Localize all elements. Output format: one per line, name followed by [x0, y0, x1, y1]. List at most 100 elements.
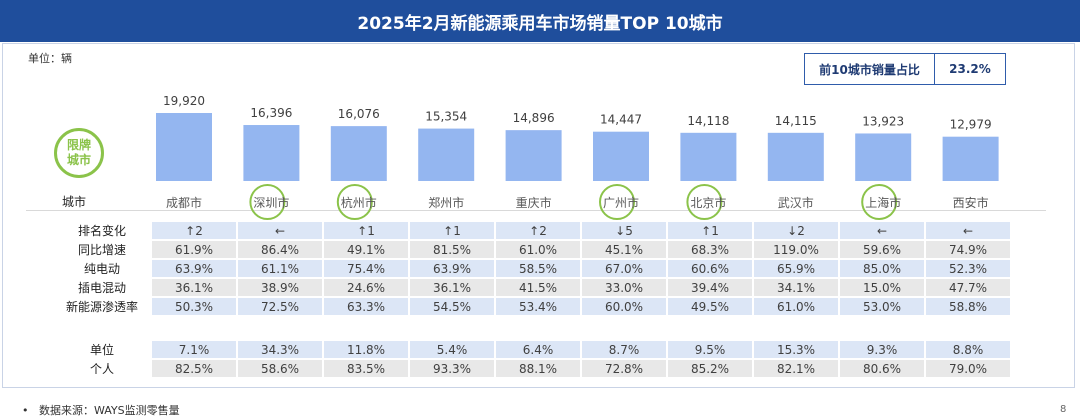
- bar-5: [593, 131, 649, 181]
- row-label: 插电混动: [77, 281, 126, 295]
- city-label: 上海市: [865, 195, 901, 210]
- table-row: 纯电动 63.9% 61.1% 75.4% 63.9% 58.5% 67.0% 60.6% 65…: [52, 260, 1012, 277]
- share-value: 23.2%: [949, 62, 991, 76]
- city-label: 深圳市: [253, 195, 289, 210]
- table-cell: 36.1%: [152, 279, 238, 296]
- table-cell: 47.7%: [926, 279, 1012, 296]
- table-cell: 72.5%: [238, 298, 324, 315]
- table-row: 单位 7.1% 34.3% 11.8% 5.4% 6.4% 8.7% 9.5% 15.3% 9.3…: [52, 341, 1012, 358]
- table-cell: 53.4%: [496, 298, 582, 315]
- restricted-city-marker: [599, 184, 635, 220]
- table-cell: 58.5%: [496, 260, 582, 277]
- table-cell: ↑1: [324, 222, 410, 239]
- table-cell: 63.3%: [324, 298, 410, 315]
- table-cell: 63.9%: [410, 260, 496, 277]
- row-label: 新能源渗透率: [65, 300, 138, 314]
- unit-label: 单位：辆: [28, 52, 72, 65]
- bar-7: [767, 132, 824, 181]
- table-cell: 9.5%: [668, 341, 754, 358]
- table-cell: 81.5%: [410, 241, 496, 258]
- table-cell: ↑1: [668, 222, 754, 239]
- table-cell: 86.4%: [238, 241, 324, 258]
- city-label: 成都市: [166, 195, 202, 210]
- table-cell: 85.2%: [668, 360, 754, 377]
- bar-value-label: 12,979: [950, 118, 992, 132]
- city-label: 北京市: [690, 195, 726, 210]
- restricted-city-marker: [686, 184, 723, 220]
- table-cell: 52.3%: [926, 260, 1012, 277]
- table-row: 个人 82.5% 58.6% 83.5% 93.3% 88.1% 72.8% 85.2% 82.…: [52, 360, 1012, 377]
- bar-value-label: 15,354: [425, 110, 467, 124]
- table-cell: 15.3%: [754, 341, 840, 358]
- bar-3: [418, 128, 475, 181]
- table-cell: 85.0%: [840, 260, 926, 277]
- table-cell: 7.1%: [152, 341, 238, 358]
- bar-value-label: 14,115: [775, 114, 817, 128]
- city-label: 郑州市: [428, 195, 464, 210]
- table-cell: 5.4%: [410, 341, 496, 358]
- table-cell: 119.0%: [754, 241, 840, 258]
- bar-4: [505, 130, 562, 181]
- table-row: 新能源渗透率 50.3% 72.5% 63.3% 54.5% 53.4% 60.0% 49.5…: [52, 298, 1012, 315]
- table-cell: 58.8%: [926, 298, 1012, 315]
- table-cell: 82.5%: [152, 360, 238, 377]
- footnote-text: 数据来源：WAYS监测零售量: [38, 404, 180, 417]
- table-cell: ↑1: [410, 222, 496, 239]
- restricted-city-marker: [861, 184, 898, 220]
- table-cell: 74.9%: [926, 241, 1012, 258]
- share-label: 前10城市销量占比: [805, 54, 935, 84]
- bar-value-label: 19,920: [163, 94, 205, 108]
- table-cell: 9.3%: [840, 341, 926, 358]
- page-title: 2025年2月新能源乘用车市场销量TOP 10城市: [0, 0, 1080, 42]
- restricted-city-marker: [336, 184, 373, 220]
- city-label: 武汉市: [778, 195, 814, 210]
- table-cell: 33.0%: [582, 279, 668, 296]
- table-cell: 45.1%: [582, 241, 668, 258]
- table-cell: 59.6%: [840, 241, 926, 258]
- table-cell: 50.3%: [152, 298, 238, 315]
- table-cell: 15.0%: [840, 279, 926, 296]
- table-cell: 83.5%: [324, 360, 410, 377]
- row-label: 同比增速: [77, 243, 126, 257]
- bar-value-label: 14,896: [513, 111, 555, 125]
- table-cell: ←: [238, 222, 324, 239]
- content-frame: [2, 43, 1075, 388]
- table-cell: 34.3%: [238, 341, 324, 358]
- table-cell: 63.9%: [152, 260, 238, 277]
- bar-8: [855, 133, 912, 181]
- restricted-city-marker: [249, 184, 286, 220]
- row-label: 纯电动: [83, 262, 120, 276]
- table-row: 排名变化 ↑2 ← ↑1 ↑1 ↑2 ↓5 ↑1 ↓2 ← ←: [52, 222, 1012, 239]
- table-cell: 36.1%: [410, 279, 496, 296]
- table-cell: ↓2: [754, 222, 840, 239]
- bar-value-label: 14,118: [687, 114, 729, 128]
- table-cell: 68.3%: [668, 241, 754, 258]
- city-label: 广州市: [603, 195, 639, 210]
- table-cell: 58.6%: [238, 360, 324, 377]
- bar-0: [156, 113, 212, 181]
- table-cell: 49.5%: [668, 298, 754, 315]
- bar-9: [942, 136, 999, 181]
- table-cell: 93.3%: [410, 360, 496, 377]
- metrics-table: 排名变化 ↑2 ← ↑1 ↑1 ↑2 ↓5 ↑1 ↓2 ← ← 同比增速 61.9% 86.4% 49.1%…: [52, 220, 1012, 317]
- sales-bar-chart: 19,920 成都市 16,396 深圳市 16,076 杭州市 15,354 郑州市 14,8…: [156, 94, 999, 220]
- table-row: 插电混动 36.1% 38.9% 24.6% 36.1% 41.5% 33.0% 39.4% 3…: [52, 279, 1012, 296]
- table-cell: 79.0%: [926, 360, 1012, 377]
- bar-6: [680, 132, 737, 181]
- divider-line: [26, 210, 1046, 211]
- table-cell: ↓5: [582, 222, 668, 239]
- restricted-city-badge: 限牌 城市: [54, 128, 104, 178]
- top10-share-box: 前10城市销量占比 23.2%: [804, 53, 1006, 85]
- table-cell: 6.4%: [496, 341, 582, 358]
- table-cell: 38.9%: [238, 279, 324, 296]
- table-cell: 72.8%: [582, 360, 668, 377]
- table-cell: 39.4%: [668, 279, 754, 296]
- bar-value-label: 16,396: [250, 106, 292, 120]
- table-cell: ↑2: [152, 222, 238, 239]
- badge-line2: 城市: [66, 153, 91, 167]
- table-cell: 61.0%: [754, 298, 840, 315]
- bar-2: [330, 126, 387, 181]
- table-cell: 60.0%: [582, 298, 668, 315]
- table-cell: ←: [840, 222, 926, 239]
- table-cell: 53.0%: [840, 298, 926, 315]
